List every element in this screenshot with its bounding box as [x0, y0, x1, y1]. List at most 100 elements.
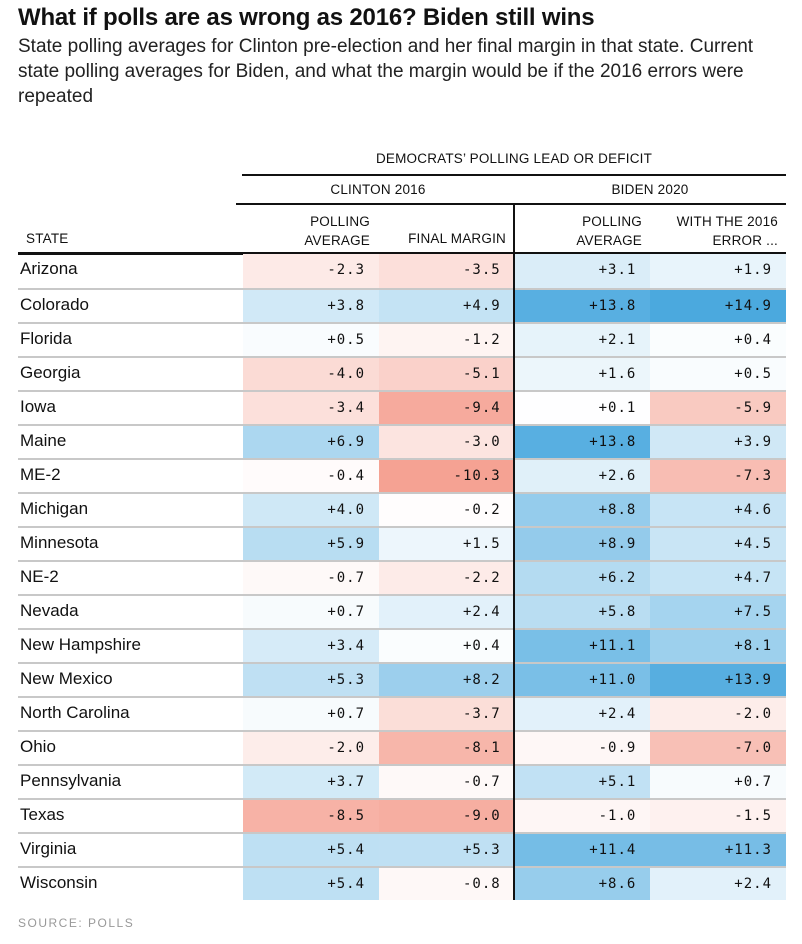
- table-row: Maine +6.9 -3.0 +13.8 +3.9: [18, 424, 786, 458]
- column-header-biden-polling: POLLING AVERAGE: [514, 212, 642, 250]
- cell-clinton-polling: +5.4: [243, 834, 380, 866]
- column-header-line: ERROR ...: [712, 233, 778, 248]
- cell-biden-polling: +13.8: [514, 426, 651, 458]
- cell-biden-error: +0.4: [650, 324, 786, 356]
- header-rule: [18, 252, 786, 255]
- cell-biden-polling: +11.4: [514, 834, 651, 866]
- state-name: Florida: [20, 329, 72, 348]
- state-name: Nevada: [20, 601, 79, 620]
- table-row: Virginia +5.4 +5.3 +11.4 +11.3: [18, 832, 786, 866]
- cell-biden-polling: +2.6: [514, 460, 651, 492]
- cell-biden-polling: -0.9: [514, 732, 651, 764]
- cell-clinton-polling: +0.7: [243, 596, 380, 628]
- state-name: NE-2: [20, 567, 59, 586]
- cell-biden-error: -2.0: [650, 698, 786, 730]
- column-header-line: POLLING: [310, 214, 370, 229]
- cell-biden-error: -7.3: [650, 460, 786, 492]
- cell-biden-error: -7.0: [650, 732, 786, 764]
- cell-clinton-final: -3.7: [379, 698, 515, 730]
- super-header: DEMOCRATS’ POLLING LEAD OR DEFICIT: [375, 151, 653, 166]
- cell-clinton-polling: +3.7: [243, 766, 380, 798]
- state-name: Pennsylvania: [20, 771, 122, 790]
- cell-biden-polling: +13.8: [514, 290, 651, 322]
- table-row: Texas -8.5 -9.0 -1.0 -1.5: [18, 798, 786, 832]
- cell-biden-error: +1.9: [650, 254, 786, 288]
- cell-clinton-final: -9.0: [379, 800, 515, 832]
- state-name: Minnesota: [20, 533, 99, 552]
- table-row: ME-2 -0.4 -10.3 +2.6 -7.3: [18, 458, 786, 492]
- table-row: Ohio -2.0 -8.1 -0.9 -7.0: [18, 730, 786, 764]
- table-row: North Carolina +0.7 -3.7 +2.4 -2.0: [18, 696, 786, 730]
- cell-biden-error: +4.6: [650, 494, 786, 526]
- cell-biden-error: +11.3: [650, 834, 786, 866]
- chart-subtitle: State polling averages for Clinton pre-e…: [18, 36, 754, 107]
- cell-clinton-final: -0.8: [379, 868, 515, 900]
- cell-clinton-final: -8.1: [379, 732, 515, 764]
- cell-clinton-polling: -4.0: [243, 358, 380, 390]
- cell-biden-error: +0.5: [650, 358, 786, 390]
- cell-biden-polling: +3.1: [514, 254, 651, 288]
- cell-clinton-final: -10.3: [379, 460, 515, 492]
- state-name: Virginia: [20, 839, 77, 858]
- cell-clinton-polling: -0.4: [243, 460, 380, 492]
- cell-biden-polling: +5.8: [514, 596, 651, 628]
- state-name: Ohio: [20, 737, 56, 756]
- cell-biden-polling: +11.0: [514, 664, 651, 696]
- chart-title: What if polls are as wrong as 2016? Bide…: [18, 4, 595, 31]
- cell-biden-error: +8.1: [650, 630, 786, 662]
- cell-clinton-polling: +3.4: [243, 630, 380, 662]
- state-name: New Mexico: [20, 669, 113, 688]
- table-row: Colorado +3.8 +4.9 +13.8 +14.9: [18, 288, 786, 322]
- cell-biden-polling: +1.6: [514, 358, 651, 390]
- table-row: Wisconsin +5.4 -0.8 +8.6 +2.4: [18, 866, 786, 900]
- group-header-clinton: CLINTON 2016: [330, 182, 426, 197]
- table-row: Pennsylvania +3.7 -0.7 +5.1 +0.7: [18, 764, 786, 798]
- cell-clinton-final: -1.2: [379, 324, 515, 356]
- state-name: Wisconsin: [20, 873, 98, 892]
- cell-clinton-final: +5.3: [379, 834, 515, 866]
- cell-biden-error: +13.9: [650, 664, 786, 696]
- cell-biden-error: +3.9: [650, 426, 786, 458]
- super-header-rule: [242, 174, 786, 176]
- table-row: Nevada +0.7 +2.4 +5.8 +7.5: [18, 594, 786, 628]
- state-name: Arizona: [20, 259, 78, 278]
- state-name: Texas: [20, 805, 65, 824]
- cell-clinton-polling: +0.7: [243, 698, 380, 730]
- cell-biden-polling: -1.0: [514, 800, 651, 832]
- table-body: Arizona -2.3 -3.5 +3.1 +1.9 Colorado +3.8 +4.9 +…: [18, 254, 786, 900]
- cell-clinton-polling: -2.0: [243, 732, 380, 764]
- table-row: Minnesota +5.9 +1.5 +8.9 +4.5: [18, 526, 786, 560]
- state-name: North Carolina: [20, 703, 130, 722]
- cell-clinton-final: -3.0: [379, 426, 515, 458]
- cell-clinton-final: +2.4: [379, 596, 515, 628]
- cell-clinton-final: -2.2: [379, 562, 515, 594]
- table-row: New Hampshire +3.4 +0.4 +11.1 +8.1: [18, 628, 786, 662]
- cell-biden-error: -1.5: [650, 800, 786, 832]
- column-header-line: AVERAGE: [304, 233, 370, 248]
- cell-clinton-final: +8.2: [379, 664, 515, 696]
- cell-biden-polling: +2.1: [514, 324, 651, 356]
- column-header-line: WITH THE 2016: [676, 214, 778, 229]
- cell-clinton-polling: +5.9: [243, 528, 380, 560]
- cell-biden-error: +14.9: [650, 290, 786, 322]
- state-name: Maine: [20, 431, 67, 450]
- column-header-line: POLLING: [582, 214, 642, 229]
- cell-clinton-polling: -0.7: [243, 562, 380, 594]
- cell-clinton-polling: -3.4: [243, 392, 380, 424]
- table-row: Georgia -4.0 -5.1 +1.6 +0.5: [18, 356, 786, 390]
- cell-clinton-polling: +5.3: [243, 664, 380, 696]
- table-row: NE-2 -0.7 -2.2 +6.2 +4.7: [18, 560, 786, 594]
- cell-biden-polling: +8.8: [514, 494, 651, 526]
- cell-clinton-polling: +6.9: [243, 426, 380, 458]
- cell-biden-error: +0.7: [650, 766, 786, 798]
- cell-clinton-polling: +0.5: [243, 324, 380, 356]
- column-header-clinton-final: FINAL MARGIN: [408, 231, 506, 246]
- cell-clinton-final: -3.5: [379, 254, 515, 288]
- group-header-biden: BIDEN 2020: [611, 182, 689, 197]
- table-row: New Mexico +5.3 +8.2 +11.0 +13.9: [18, 662, 786, 696]
- state-name: Michigan: [20, 499, 89, 518]
- state-name: Iowa: [20, 397, 56, 416]
- table-row: Iowa -3.4 -9.4 +0.1 -5.9: [18, 390, 786, 424]
- group-header-rule: [236, 203, 786, 205]
- cell-clinton-polling: +4.0: [243, 494, 380, 526]
